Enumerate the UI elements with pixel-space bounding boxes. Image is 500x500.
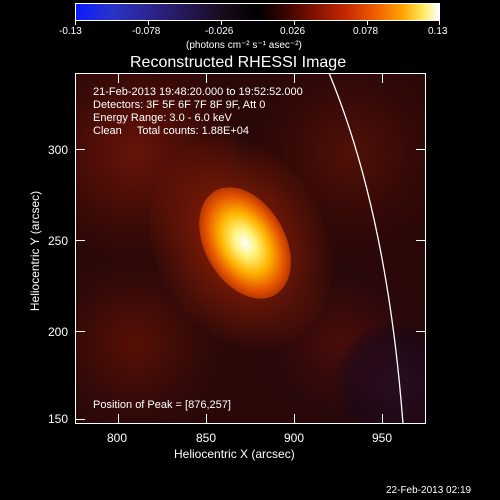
colorbar-tick (148, 21, 149, 25)
x-tick-top (206, 73, 207, 83)
x-tick-top (118, 73, 119, 83)
info-energy-range: Energy Range: 3.0 - 6.0 keV (93, 112, 232, 124)
x-tick (206, 414, 207, 424)
x-tick (382, 414, 383, 424)
x-tick-label: 850 (196, 431, 217, 445)
info-detectors: Detectors: 3F 5F 6F 7F 8F 9F, Att 0 (93, 99, 266, 111)
plot-frame (75, 73, 426, 424)
x-tick-label: 800 (107, 431, 128, 445)
plot-title: Reconstructed RHESSI Image (130, 54, 347, 71)
colorbar-tick-label: 0.078 (353, 26, 379, 37)
info-counts: Clean Total counts: 1.88E+04 (93, 125, 250, 137)
y-axis-label: Heliocentric Y (arcsec) (28, 190, 42, 312)
colorbar-tick-label: -0.026 (205, 26, 234, 37)
colorbar-tick-label: 0.13 (428, 26, 448, 37)
y-tick-right (416, 331, 426, 332)
x-axis-label: Heliocentric X (arcsec) (174, 447, 295, 461)
colorbar-tick-label: -0.078 (132, 26, 161, 37)
colorbar-tick (439, 21, 440, 25)
y-tick-right (416, 149, 426, 150)
colorbar-units: (photons cm⁻² s⁻¹ asec⁻²) (186, 40, 302, 51)
solar-limb (328, 73, 404, 424)
y-tick (75, 240, 85, 241)
x-tick-label: 900 (284, 431, 305, 445)
y-tick-label: 250 (48, 234, 69, 248)
info-time-range: 21-Feb-2013 19:48:20.000 to 19:52:52.000 (93, 86, 303, 98)
x-tick-top (294, 73, 295, 83)
y-tick-right (416, 240, 426, 241)
x-tick-top (382, 73, 383, 83)
y-tick-label: 200 (48, 325, 69, 339)
colorbar-tick (75, 21, 76, 25)
y-tick (75, 331, 85, 332)
colorbar-tick (294, 21, 295, 25)
colorbar-tick (221, 21, 222, 25)
y-tick-label: 300 (48, 143, 69, 157)
x-tick-label: 950 (372, 431, 393, 445)
colorbar-tick-label: -0.13 (59, 26, 82, 37)
colorbar-tick-label: 0.026 (280, 26, 306, 37)
generation-timestamp: 22-Feb-2013 02:19 (386, 485, 472, 496)
x-tick (118, 414, 119, 424)
colorbar-tick (367, 21, 368, 25)
y-tick (75, 419, 85, 420)
colorbar (75, 3, 440, 21)
x-tick (294, 414, 295, 424)
peak-position: Position of Peak = [876,257] (93, 399, 231, 411)
y-tick-label: 150 (48, 412, 69, 426)
y-tick (75, 149, 85, 150)
